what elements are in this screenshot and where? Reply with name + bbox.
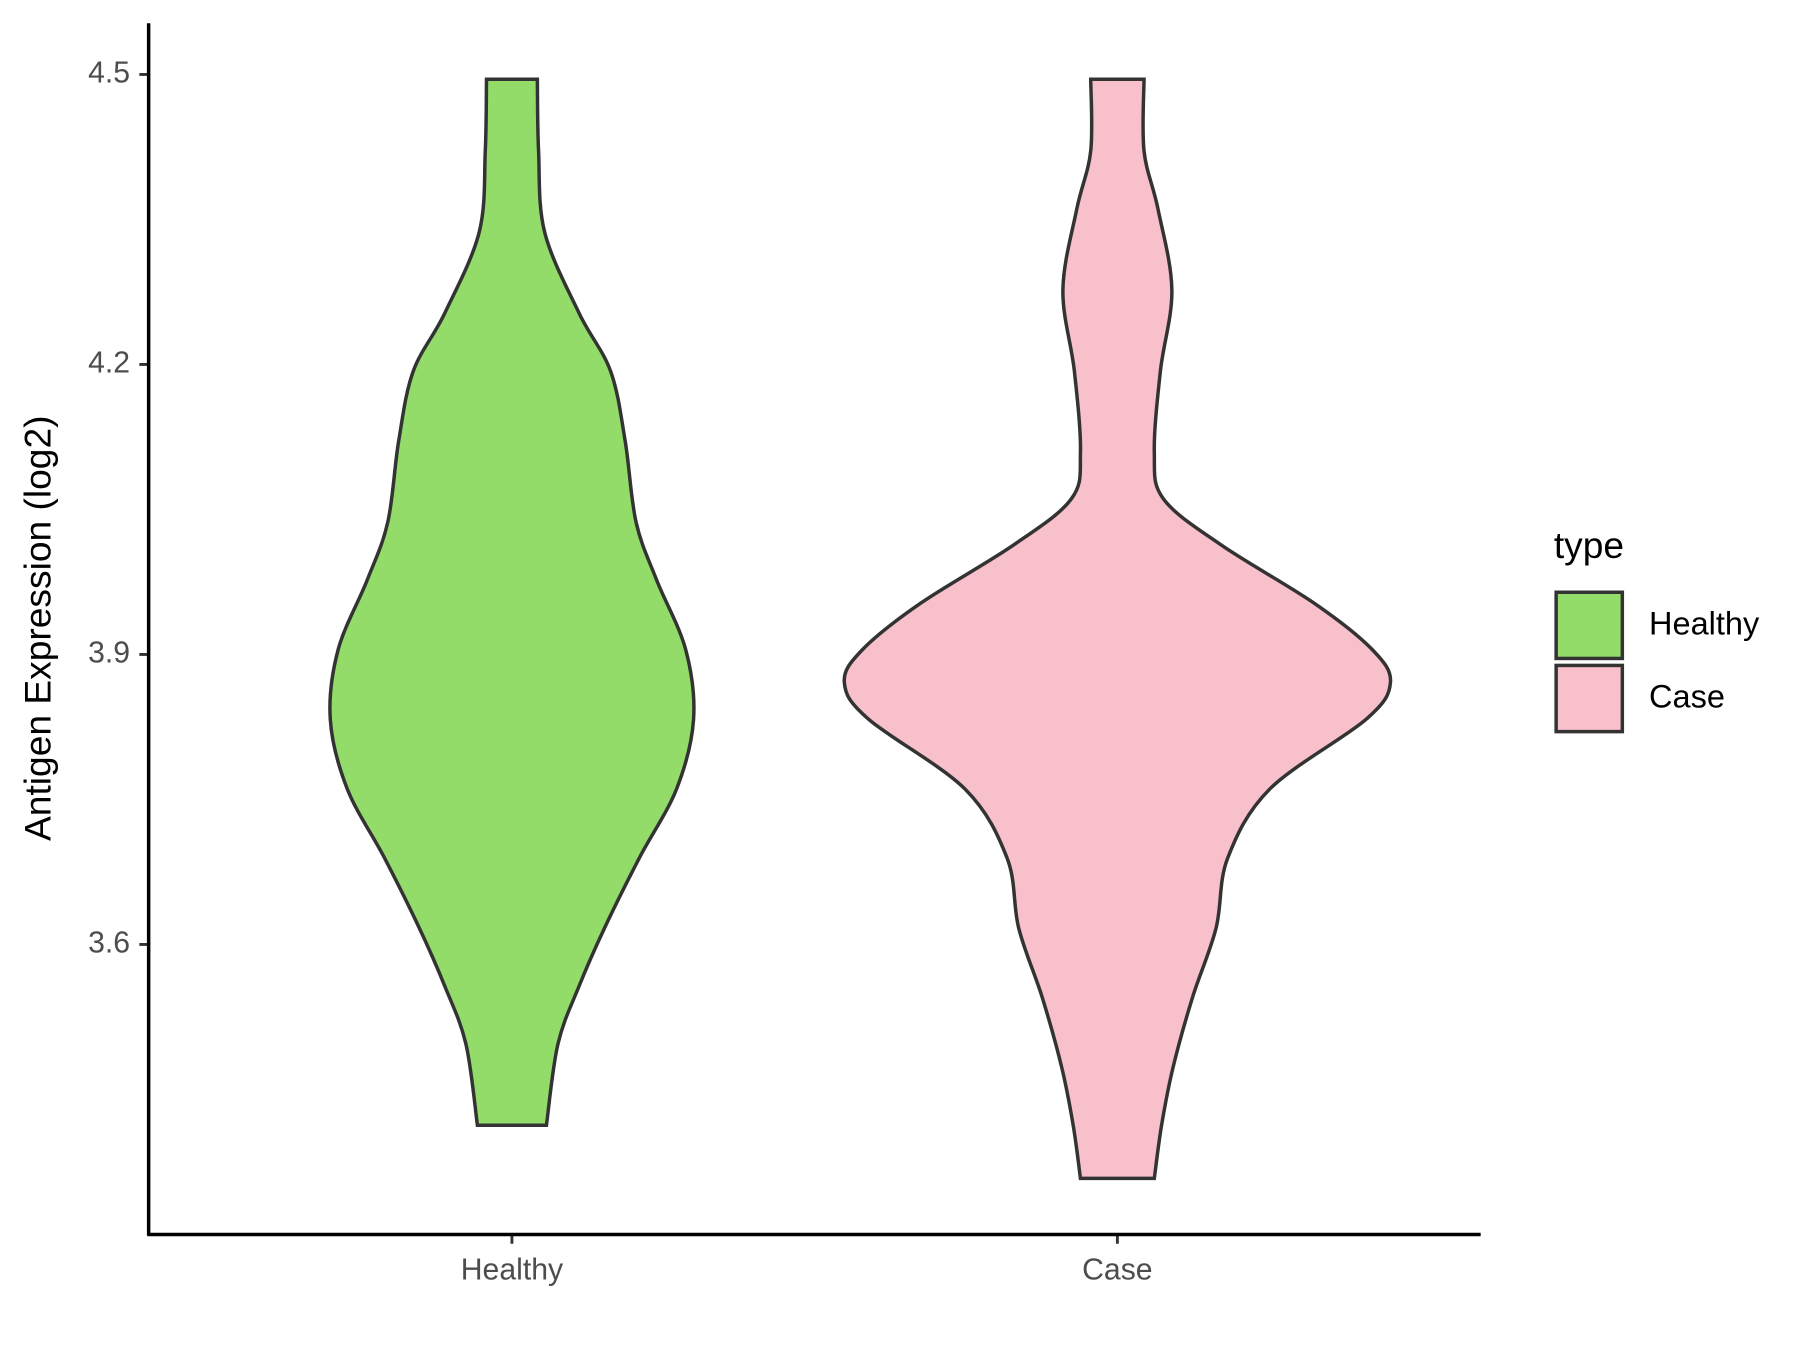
- y-tick-label: 4.2: [88, 346, 130, 379]
- plot-root: Antigen Expression (log2) type 3.6 3.9 4.2…: [16, 23, 1760, 1287]
- legend-key: [1554, 590, 1625, 661]
- y-axis-label: Antigen Expression (log2): [16, 416, 58, 841]
- legend-label: Healthy: [1649, 606, 1760, 642]
- violin: [842, 77, 1393, 1181]
- violin: [328, 77, 696, 1127]
- x-tick-label: Healthy: [461, 1254, 564, 1287]
- y-tick-label: 3.6: [88, 926, 130, 959]
- legend-key: [1554, 663, 1625, 734]
- y-tick-label: 3.9: [88, 636, 130, 669]
- y-tick-label: 4.5: [88, 56, 130, 89]
- legend-title: type: [1554, 524, 1624, 566]
- x-tick-label: Case: [1082, 1254, 1152, 1287]
- legend-label: Case: [1649, 679, 1725, 715]
